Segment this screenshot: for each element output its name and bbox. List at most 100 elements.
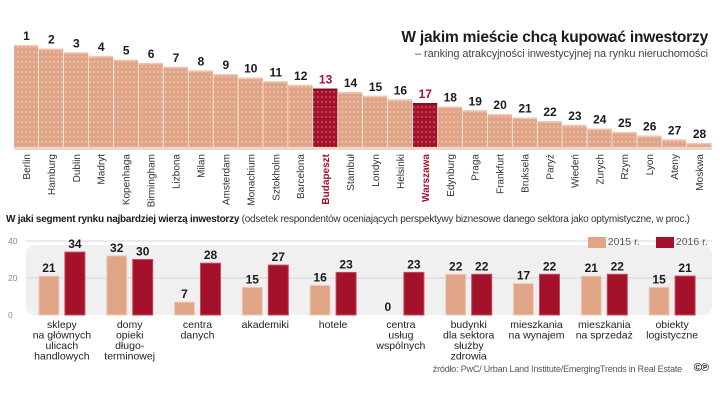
city-ranking-chart: 1 Berlin 2 Hamburg 3 Dublin 4 Madryt 5 Kopenhaga 6… xyxy=(14,29,712,207)
ranking-bar-roof xyxy=(662,139,687,141)
segment-bar-2015 xyxy=(309,284,331,316)
value-label: 27 xyxy=(272,250,286,264)
ranking-bar-bruksela xyxy=(512,117,537,147)
ranking-bar-roof xyxy=(487,114,512,116)
category-label: akademiki xyxy=(242,319,289,331)
rank-label: 18 xyxy=(444,91,458,105)
category-label: obiekty xyxy=(655,319,689,331)
legend-label-2015: 2015 r. xyxy=(607,236,640,248)
city-label: Amsterdam xyxy=(221,154,232,205)
ranking-bar-moskwa xyxy=(687,143,712,147)
ranking-bar-lizbona xyxy=(163,66,188,147)
city-label: Stambuł xyxy=(346,153,357,190)
city-label: Barcelona xyxy=(296,154,307,199)
rank-label: 13 xyxy=(319,73,333,87)
ranking-bar-roof xyxy=(238,77,263,80)
city-label: Londyn xyxy=(371,154,382,187)
segment-bar-2015 xyxy=(580,275,602,316)
segment-bar-2016 xyxy=(335,271,357,316)
value-label: 15 xyxy=(652,272,666,286)
ranking-bar-kopenhaga xyxy=(113,59,138,147)
city-label: Moskwa xyxy=(695,154,706,191)
ranking-bar-paryż xyxy=(537,121,562,147)
city-label: Wiedeń xyxy=(570,154,581,188)
city-label: Berlin xyxy=(22,154,33,180)
rank-label: 10 xyxy=(244,62,258,76)
value-label: 34 xyxy=(68,237,82,251)
ranking-bar-roof xyxy=(387,99,413,101)
city-label: Budapeszt xyxy=(321,153,332,204)
legend-swatch-2015 xyxy=(587,236,606,248)
copyright-cp-icon: ©℗ xyxy=(693,362,709,374)
ranking-bar-budapeszt xyxy=(313,88,338,147)
value-label: 23 xyxy=(339,257,353,271)
city-label: Helsinki xyxy=(396,154,407,189)
category-label: sklepy xyxy=(47,319,78,331)
value-label: 21 xyxy=(585,261,599,275)
rank-label: 21 xyxy=(518,102,532,116)
city-label: Madryt xyxy=(97,154,108,185)
city-label: Rzym xyxy=(620,154,631,180)
category-label: długo- xyxy=(115,340,145,352)
city-label: Kopenhaga xyxy=(122,154,133,206)
ranking-bar-roof xyxy=(687,143,712,145)
y-tick-label: 20 xyxy=(8,273,18,283)
ranking-bar-wiedeń xyxy=(562,124,587,147)
ranking-bar-warszawa xyxy=(412,103,438,147)
segment-bar-2016 xyxy=(267,264,289,316)
value-label: 22 xyxy=(475,259,489,273)
value-label: 15 xyxy=(246,272,260,286)
ranking-bar-milan xyxy=(188,70,213,147)
city-label: Birmingham xyxy=(147,154,158,207)
ranking-bar-roof xyxy=(587,128,612,130)
value-label: 7 xyxy=(181,287,188,301)
category-label: danych xyxy=(181,330,215,342)
rank-label: 24 xyxy=(593,113,607,127)
segment-bar-2016 xyxy=(606,273,628,316)
category-label: na wynajem xyxy=(508,330,564,342)
ranking-bar-stambuł xyxy=(338,92,363,147)
rank-label: 7 xyxy=(173,51,180,65)
category-label: służby xyxy=(454,340,485,352)
category-label: zdrowia xyxy=(451,351,487,363)
category-label: mieszkania xyxy=(578,319,631,331)
segment-heading-note: (odsetek respondentów oceniających persp… xyxy=(239,214,690,225)
segment-bar-2015 xyxy=(38,275,60,316)
ranking-bar-roof xyxy=(363,95,388,98)
ranking-baseline xyxy=(14,147,712,150)
legend-label-2016: 2016 r. xyxy=(675,236,708,248)
ranking-bar-roof xyxy=(138,63,163,65)
category-label: ulicach xyxy=(46,340,79,352)
city-label: Dublin xyxy=(72,154,83,182)
ranking-bar-roof xyxy=(537,121,562,123)
category-label: hotele xyxy=(319,319,348,331)
ranking-bar-roof xyxy=(38,48,64,51)
ranking-bar-roof xyxy=(263,81,288,83)
city-label: Lyon xyxy=(645,154,656,175)
value-label: 0 xyxy=(385,300,392,314)
ranking-bar-madryt xyxy=(88,55,114,147)
ranking-bar-helsinki xyxy=(387,99,413,147)
segment-bar-2015 xyxy=(106,255,128,316)
value-label: 32 xyxy=(110,241,124,255)
category-label: dla sektora xyxy=(443,330,495,342)
rank-label: 1 xyxy=(23,29,30,43)
value-label: 22 xyxy=(543,259,557,273)
segment-bar-2015 xyxy=(445,273,467,316)
city-label: Warszawa xyxy=(421,154,432,202)
rank-label: 5 xyxy=(123,44,130,58)
ranking-bar-frankfurt xyxy=(487,114,512,147)
ranking-bar-roof xyxy=(14,45,39,47)
ranking-bar-roof xyxy=(637,135,662,138)
city-label: Zurych xyxy=(595,154,606,185)
ranking-bar-monachium xyxy=(238,77,263,147)
value-label: 16 xyxy=(313,270,327,284)
ranking-bar-praga xyxy=(462,110,487,147)
category-label: wspólnych xyxy=(375,340,425,352)
segment-bar-2016 xyxy=(674,275,696,316)
city-label: Sztokholm xyxy=(271,154,282,201)
segment-bar-2016 xyxy=(64,251,86,316)
segment-heading-bold: W jaki segment rynku najbardziej wierzą … xyxy=(6,214,240,225)
city-label: Ateny xyxy=(670,154,681,180)
